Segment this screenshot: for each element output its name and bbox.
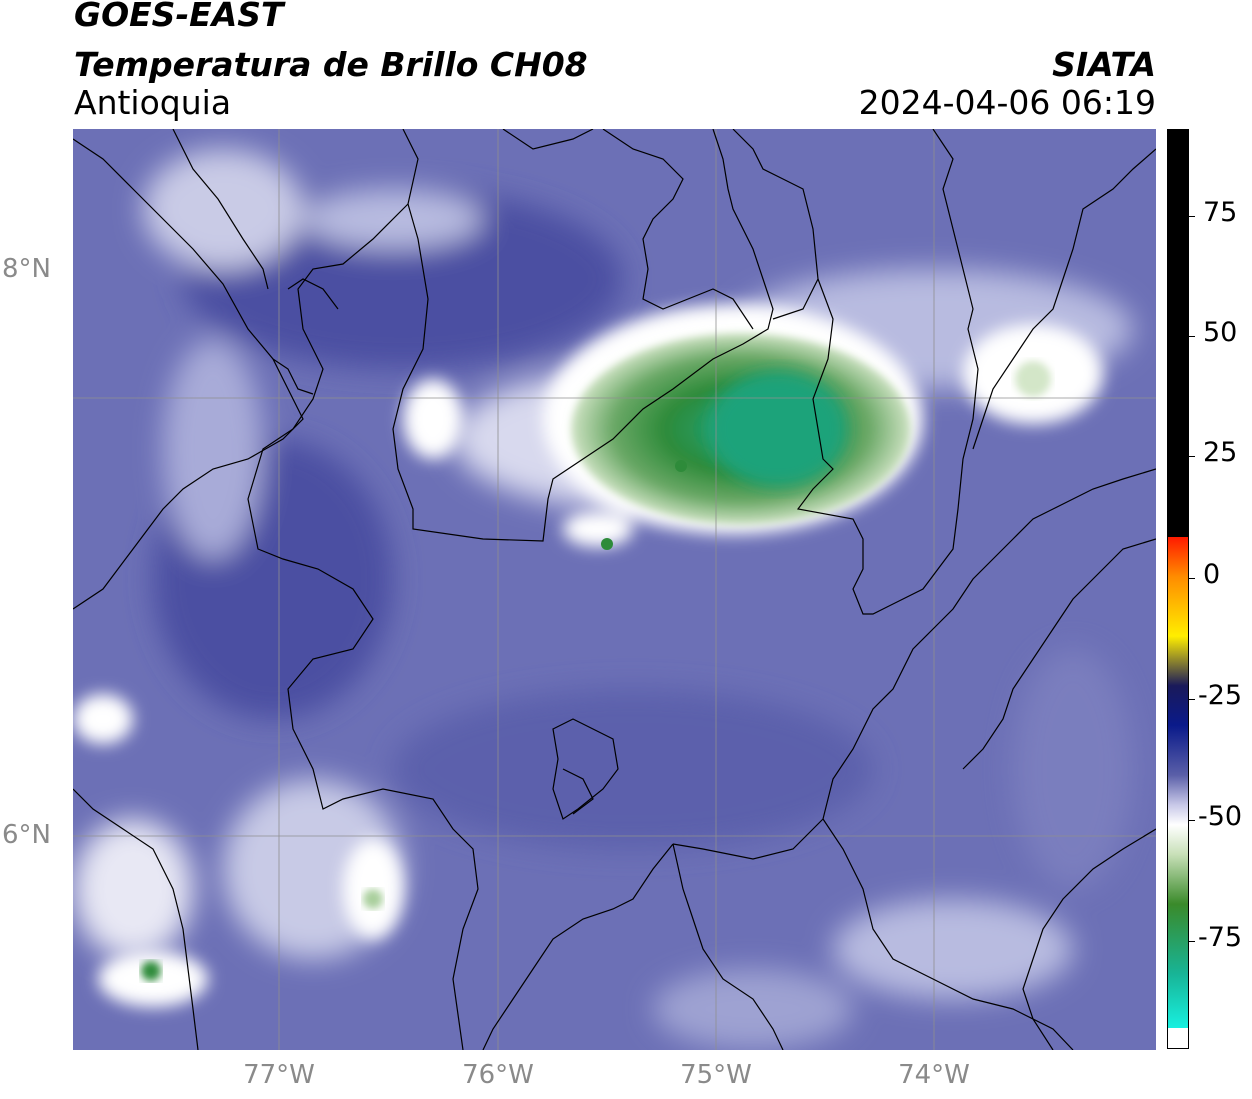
timestamp-label: 2024-04-06 06:19 <box>858 83 1156 122</box>
colorbar-tick <box>1189 820 1195 821</box>
colorbar-tick-label: -25 <box>1198 680 1243 711</box>
boundaries <box>73 129 1156 1050</box>
small-core-dot <box>601 538 613 550</box>
brand-label: SIATA <box>1052 45 1156 84</box>
lon-label-76w: 76°W <box>462 1060 534 1090</box>
small-core-dot <box>141 961 161 981</box>
lon-label-74w: 74°W <box>898 1060 970 1090</box>
colorbar-tick-label: -75 <box>1198 922 1243 953</box>
colorbar <box>1167 129 1189 1049</box>
colorbar-tick <box>1189 578 1195 579</box>
satellite-title: GOES-EAST <box>74 0 284 34</box>
product-title: Temperatura de Brillo CH08 <box>74 45 588 84</box>
small-core-dot <box>1015 361 1051 397</box>
brightness-temperature-map <box>73 129 1156 1050</box>
lon-label-75w: 75°W <box>680 1060 752 1090</box>
lat-label-8n: 8°N <box>2 254 51 284</box>
colorbar-tick-label: 0 <box>1203 559 1221 590</box>
colorbar-tick <box>1189 456 1195 457</box>
colorbar-tick-label: -50 <box>1198 801 1243 832</box>
colorbar-tick <box>1189 699 1195 700</box>
small-core-dot <box>675 460 687 472</box>
region-label: Antioquia <box>74 83 232 122</box>
lon-label-77w: 77°W <box>243 1060 315 1090</box>
colorbar-tick <box>1189 216 1195 217</box>
colorbar-tick-label: 50 <box>1203 317 1238 348</box>
small-core-dot <box>363 889 383 909</box>
lat-label-6n: 6°N <box>2 820 51 850</box>
colorbar-tick-label: 75 <box>1203 197 1238 228</box>
colorbar-tick <box>1189 336 1195 337</box>
colorbar-tick-label: 25 <box>1203 437 1238 468</box>
coldest-core <box>708 371 848 487</box>
map-canvas <box>73 129 1156 1050</box>
colorbar-tick <box>1189 941 1195 942</box>
